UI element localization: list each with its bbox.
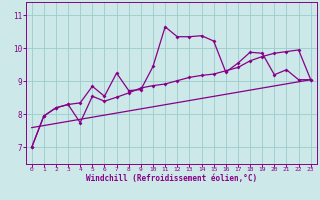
X-axis label: Windchill (Refroidissement éolien,°C): Windchill (Refroidissement éolien,°C) (86, 174, 257, 183)
